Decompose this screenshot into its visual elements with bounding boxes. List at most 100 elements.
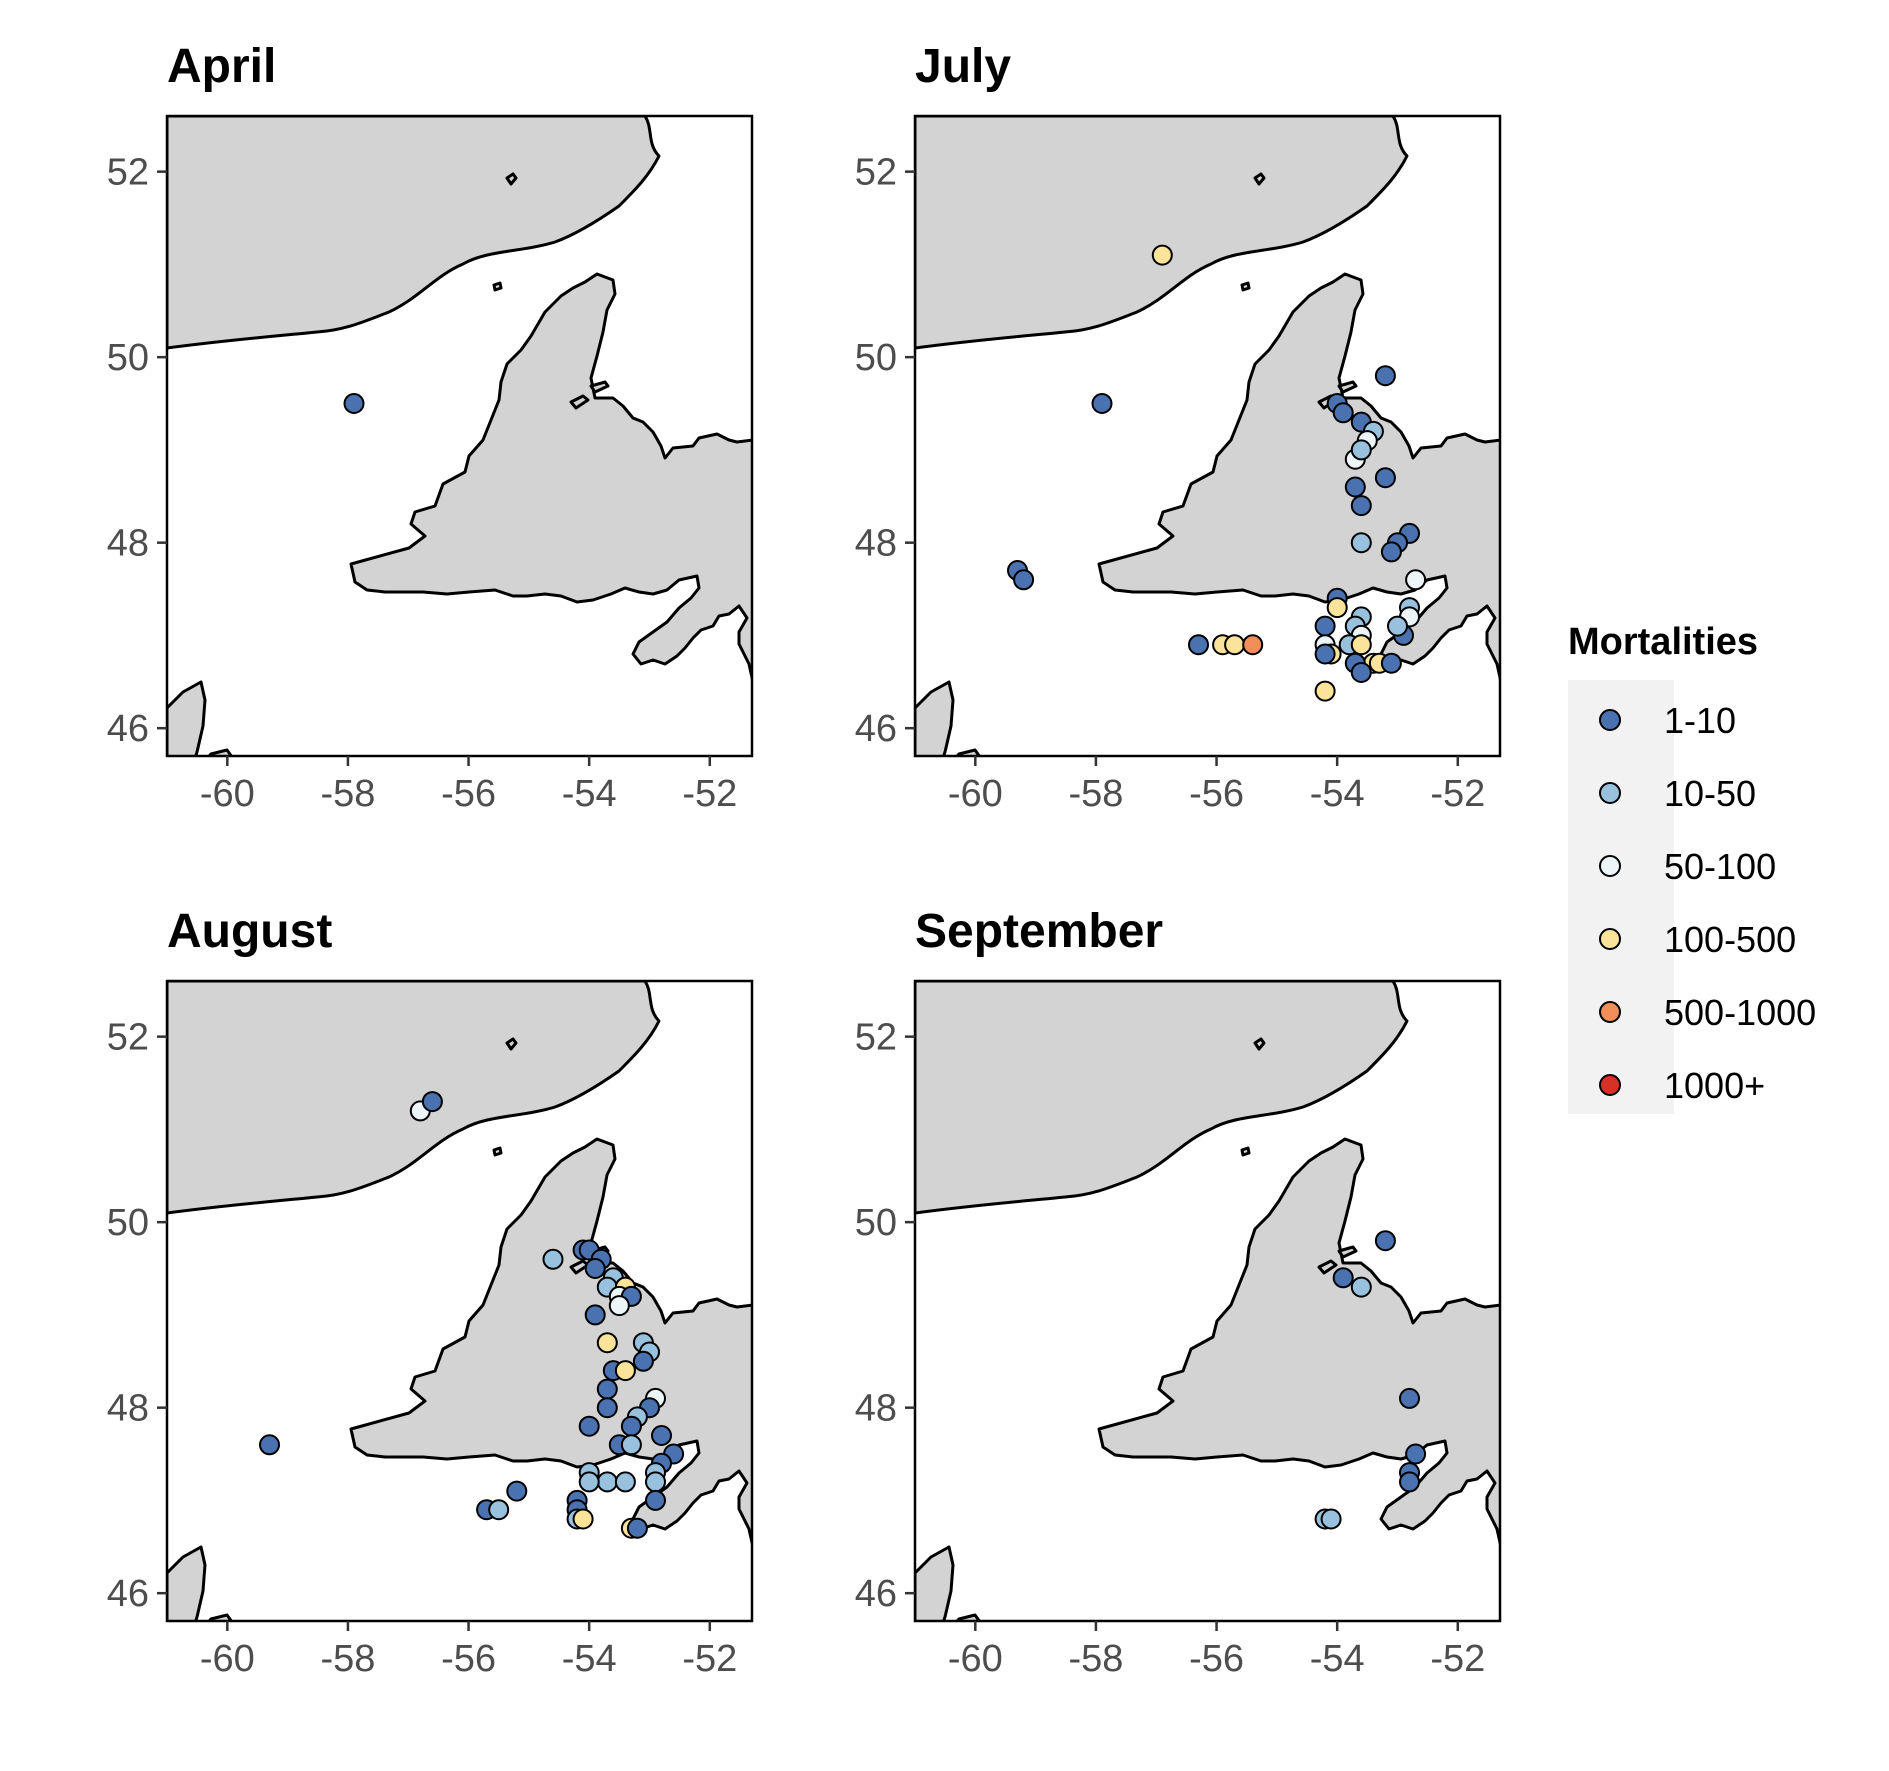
x-tick-label: -56 [1189, 1638, 1244, 1680]
legend-label: 100-500 [1664, 919, 1796, 960]
mortality-point [542, 1248, 564, 1270]
mortality-point [343, 393, 365, 414]
mortality-point [645, 1471, 666, 1493]
legend-label: 50-100 [1664, 846, 1776, 887]
legend: Mortalities 1-10 10-50 50-100 100-500 500-10… [1568, 621, 1816, 1114]
x-tick-label: -52 [682, 1638, 737, 1680]
legend-key [1599, 1001, 1621, 1023]
map-panel-april: April -60 -58 -56 -54 -52 46 48 50 52 [107, 40, 754, 815]
mortality-point [421, 1091, 443, 1113]
mortality-point [1374, 467, 1396, 489]
x-tick-label: -54 [1310, 773, 1365, 815]
x-tick-label: -58 [1068, 773, 1123, 815]
mortality-point [578, 1415, 600, 1437]
mortality-point [596, 1471, 618, 1493]
map-panel-september: September -60 -58 -56 -54 -52 46 48 50 52 [855, 905, 1502, 1680]
y-tick-label: 48 [855, 523, 897, 565]
legend-key [1599, 782, 1621, 804]
x-tick-label: -52 [1430, 1638, 1485, 1680]
y-tick-label: 52 [107, 1017, 149, 1059]
legend-label: 10-50 [1664, 773, 1756, 814]
mortality-point [1380, 541, 1402, 563]
mortality-point [572, 1508, 594, 1530]
mortality-point [1314, 615, 1336, 637]
legend-title: Mortalities [1568, 621, 1758, 663]
legend-key [1599, 1074, 1621, 1096]
x-tick-label: -54 [1310, 1638, 1365, 1680]
mortality-point [620, 1434, 642, 1456]
panel-title: September [915, 905, 1163, 958]
mortality-point [614, 1360, 636, 1382]
mortality-point [614, 1471, 636, 1493]
mortality-point [259, 1434, 280, 1456]
panel-title: August [167, 905, 332, 958]
y-tick-label: 48 [107, 523, 149, 565]
mortality-point [1332, 402, 1354, 424]
y-tick-label: 50 [107, 337, 149, 379]
x-tick-label: -56 [441, 773, 496, 815]
y-tick-label: 48 [855, 1388, 897, 1430]
y-tick-label: 50 [107, 1202, 149, 1244]
y-tick-label: 46 [107, 708, 149, 750]
plot-area: -60 -58 -56 -54 -52 46 48 50 52 [855, 979, 1502, 1680]
mortality-point [1320, 1508, 1342, 1530]
panel-title: April [167, 40, 276, 93]
mortality-point [578, 1471, 600, 1493]
x-tick-label: -60 [948, 1638, 1003, 1680]
mortality-point [1332, 1267, 1354, 1289]
panel-frame [165, 979, 754, 1623]
plot-area: -60 -58 -56 -54 -52 46 48 50 52 [107, 979, 754, 1680]
y-tick-label: 46 [107, 1573, 149, 1615]
mortality-point [596, 1332, 618, 1354]
legend-key [1599, 709, 1621, 731]
mortality-point [1374, 365, 1396, 387]
y-tick-label: 52 [107, 152, 149, 194]
mortality-point [1380, 652, 1402, 674]
x-tick-label: -60 [200, 1638, 255, 1680]
x-tick-label: -52 [1430, 773, 1485, 815]
plot-area: -60 -58 -56 -54 -52 46 48 50 52 [855, 114, 1502, 815]
mortality-point [1350, 662, 1372, 683]
mortality-point [1350, 439, 1372, 461]
mortality-point [1350, 532, 1372, 554]
x-tick-label: -56 [441, 1638, 496, 1680]
mortality-point [626, 1517, 648, 1539]
mortality-point [1091, 393, 1113, 414]
x-tick-label: -60 [948, 773, 1003, 815]
map-panel-july: July -60 -58 -56 -54 -52 46 48 50 52 [855, 40, 1502, 815]
mortality-point [1350, 495, 1372, 517]
mortality-point [608, 1295, 630, 1317]
y-tick-label: 46 [855, 708, 897, 750]
legend-label: 1-10 [1664, 700, 1736, 741]
mortality-point [1224, 634, 1246, 656]
plot-area: -60 -58 -56 -54 -52 46 48 50 52 [107, 114, 754, 815]
legend-key [1599, 928, 1621, 950]
legend-label: 500-1000 [1664, 992, 1816, 1033]
mortality-point [488, 1499, 510, 1521]
mortality-point [584, 1304, 606, 1326]
mortality-point [1151, 244, 1173, 266]
x-tick-label: -54 [562, 1638, 617, 1680]
mortality-point [1314, 643, 1336, 665]
mortality-point [645, 1489, 666, 1511]
legend-key [1599, 855, 1621, 877]
mortality-point [1350, 1276, 1372, 1298]
mortality-point [1405, 1443, 1427, 1465]
x-tick-label: -60 [200, 773, 255, 815]
y-tick-label: 50 [855, 337, 897, 379]
mortality-point [1350, 634, 1372, 656]
mortality-point [1242, 634, 1264, 656]
x-tick-label: -54 [562, 773, 617, 815]
mortality-point [1374, 1230, 1396, 1252]
x-tick-label: -52 [682, 773, 737, 815]
mortality-point [1387, 615, 1408, 637]
panel-frame [165, 114, 754, 758]
y-tick-label: 48 [107, 1388, 149, 1430]
y-tick-label: 46 [855, 1573, 897, 1615]
y-tick-label: 52 [855, 152, 897, 194]
mortality-point [1405, 569, 1427, 591]
y-tick-label: 52 [855, 1017, 897, 1059]
mortality-point [1344, 476, 1366, 498]
map-panel-august: August -60 -58 -56 -54 -52 46 48 50 52 [107, 905, 754, 1680]
